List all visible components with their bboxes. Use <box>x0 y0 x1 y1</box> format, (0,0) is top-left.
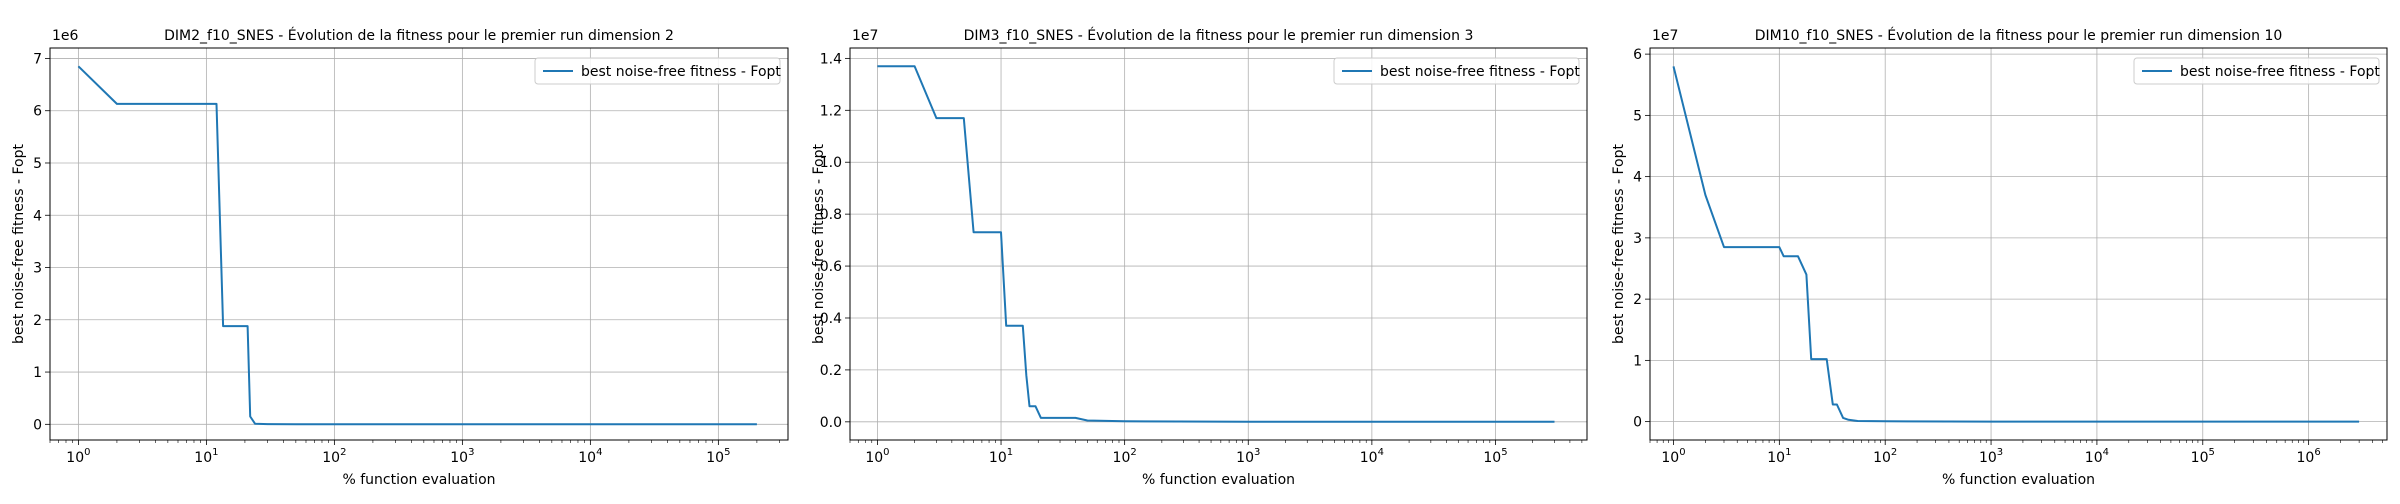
y-tick-label: 2 <box>1633 292 1642 308</box>
x-tick-label: 105 <box>2191 447 2215 466</box>
y-tick-label: 0.2 <box>820 363 842 379</box>
y-tick-label: 5 <box>33 156 42 172</box>
x-tick-label: 100 <box>66 447 90 466</box>
x-axis-label: % function evaluation <box>342 472 495 488</box>
y-tick-label: 6 <box>33 104 42 120</box>
chart-panel-1: DIM2_f10_SNES - Évolution de la fitness … <box>11 27 789 488</box>
y-axis-label: best noise-free fitness - Fopt <box>811 144 827 344</box>
y-tick-label: 6 <box>1633 47 1642 63</box>
y-tick-label: 0.6 <box>820 259 842 275</box>
y-tick-label: 1.0 <box>820 155 842 171</box>
chart-panel-3: DIM10_f10_SNES - Évolution de la fitness… <box>1611 27 2388 488</box>
y-tick-label: 2 <box>33 313 42 329</box>
y-tick-label: 1 <box>33 365 42 381</box>
x-tick-label: 103 <box>1236 447 1260 466</box>
y-tick-label: 0.8 <box>820 207 842 223</box>
x-tick-label: 104 <box>578 447 602 466</box>
x-tick-label: 101 <box>1767 447 1791 466</box>
series-line-1 <box>1672 66 2360 423</box>
legend-box <box>2133 57 2380 85</box>
legend-box <box>1333 57 1580 85</box>
x-axis-label: % function evaluation <box>1142 472 1295 488</box>
plot-frame <box>849 47 1588 441</box>
y-axis-label: best noise-free fitness - Fopt <box>11 144 27 344</box>
x-tick-label: 102 <box>1113 447 1137 466</box>
x-tick-label: 105 <box>1483 447 1507 466</box>
y-tick-label: 0.4 <box>820 311 842 327</box>
legend-label: best noise-free fitness - Fopt <box>581 64 781 80</box>
plot-frame <box>1649 47 2388 441</box>
legend-label: best noise-free fitness - Fopt <box>2180 64 2380 80</box>
x-tick-label: 101 <box>194 447 218 466</box>
legend: best noise-free fitness - Fopt <box>534 57 781 85</box>
x-tick-label: 104 <box>2085 447 2109 466</box>
x-tick-label: 102 <box>322 447 346 466</box>
y-tick-label: 5 <box>1633 108 1642 124</box>
chart-title: DIM10_f10_SNES - Évolution de la fitness… <box>1755 27 2283 44</box>
y-tick-label: 7 <box>33 51 42 67</box>
legend-box <box>534 57 781 85</box>
series-line-1 <box>877 65 1555 423</box>
plot-frame <box>49 47 789 441</box>
x-tick-label: 103 <box>1979 447 2003 466</box>
y-offset-label: 1e7 <box>1652 28 1678 44</box>
y-tick-label: 3 <box>1633 231 1642 247</box>
chart-panel-2: DIM3_f10_SNES - Évolution de la fitness … <box>811 27 1588 488</box>
x-tick-label: 101 <box>989 447 1013 466</box>
x-tick-label: 102 <box>1873 447 1897 466</box>
y-tick-label: 1.2 <box>820 103 842 119</box>
y-tick-label: 3 <box>33 261 42 277</box>
x-tick-label: 105 <box>706 447 730 466</box>
y-tick-label: 0.0 <box>820 415 842 431</box>
legend-label: best noise-free fitness - Fopt <box>1380 64 1580 80</box>
series-line-1 <box>77 65 757 426</box>
x-tick-label: 100 <box>1661 447 1685 466</box>
y-offset-label: 1e6 <box>52 28 79 44</box>
legend: best noise-free fitness - Fopt <box>2133 57 2380 85</box>
chart-title: DIM2_f10_SNES - Évolution de la fitness … <box>164 27 674 44</box>
x-axis-label: % function evaluation <box>1942 472 2095 488</box>
y-tick-label: 4 <box>33 208 42 224</box>
x-tick-label: 103 <box>450 447 474 466</box>
y-tick-label: 0 <box>33 417 42 433</box>
y-offset-label: 1e7 <box>852 28 878 44</box>
x-tick-label: 106 <box>2297 447 2321 466</box>
chart-title: DIM3_f10_SNES - Évolution de la fitness … <box>964 27 1474 44</box>
y-tick-label: 4 <box>1633 170 1642 186</box>
y-tick-label: 0 <box>1633 415 1642 431</box>
x-tick-label: 104 <box>1360 447 1384 466</box>
y-tick-label: 1 <box>1633 353 1642 369</box>
y-axis-label: best noise-free fitness - Fopt <box>1611 144 1627 344</box>
y-tick-label: 1.4 <box>820 51 842 67</box>
x-tick-label: 100 <box>865 447 889 466</box>
legend: best noise-free fitness - Fopt <box>1333 57 1580 85</box>
